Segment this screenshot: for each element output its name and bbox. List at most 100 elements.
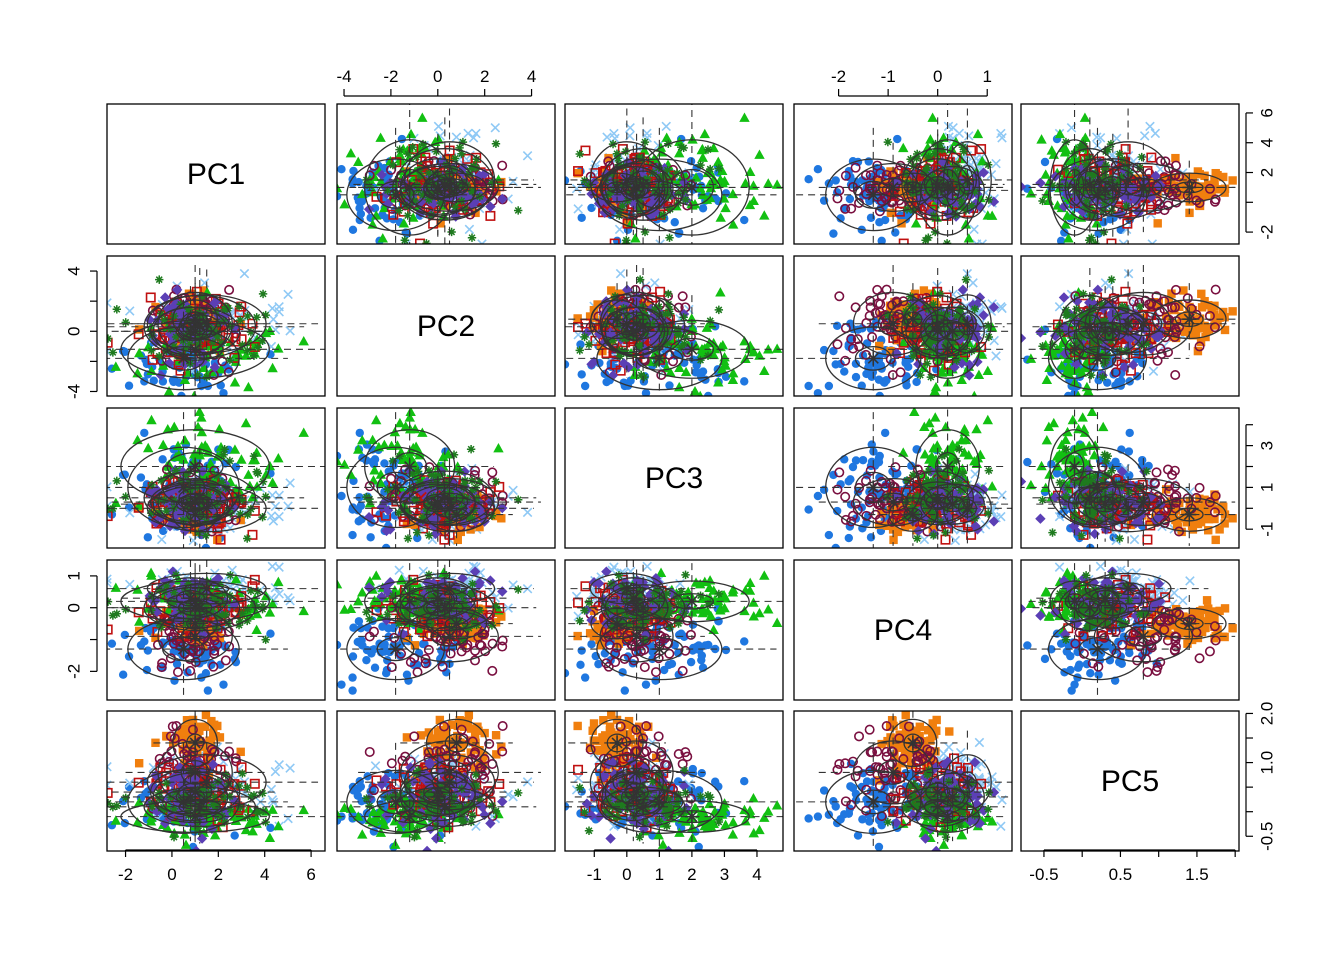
group-center (442, 180, 457, 195)
data-point (744, 199, 756, 210)
data-point (285, 326, 295, 336)
data-point (376, 169, 387, 180)
data-point (614, 160, 624, 169)
data-point (952, 355, 961, 365)
data-point (836, 359, 845, 369)
data-point (447, 227, 456, 237)
data-point (699, 343, 710, 353)
ellipse (854, 345, 892, 371)
data-point (213, 332, 222, 342)
ellipse (1067, 165, 1143, 215)
data-point (604, 153, 613, 163)
data-point (635, 340, 644, 350)
data-point (1115, 346, 1124, 355)
data-point (1091, 132, 1102, 142)
data-point (898, 337, 909, 348)
data-point (813, 388, 823, 396)
group-center (1098, 183, 1113, 198)
data-point (220, 309, 231, 321)
data-point (665, 381, 674, 390)
data-point (460, 205, 470, 214)
data-point (249, 351, 259, 360)
data-point (831, 176, 840, 185)
data-point (646, 209, 658, 220)
data-point (1177, 312, 1186, 321)
data-point (924, 186, 933, 195)
data-point (1106, 139, 1116, 149)
data-point (1041, 374, 1053, 384)
data-point (1211, 314, 1220, 323)
data-point (906, 178, 915, 188)
data-point (1135, 302, 1145, 311)
data-point (834, 291, 845, 302)
data-point (935, 139, 945, 148)
data-point (1169, 302, 1180, 313)
data-point (955, 175, 967, 187)
data-point (626, 308, 637, 320)
data-point (339, 198, 350, 209)
data-point (1113, 177, 1122, 187)
data-point (494, 181, 505, 192)
data-point (212, 307, 221, 316)
data-point (1200, 321, 1209, 331)
data-point (398, 218, 410, 228)
group-center (960, 172, 975, 187)
data-point (943, 310, 952, 319)
data-point (937, 145, 947, 154)
data-point (941, 340, 950, 349)
data-point (1063, 233, 1074, 243)
data-point (1081, 321, 1091, 330)
data-point (459, 181, 468, 191)
data-point (851, 359, 861, 368)
data-point (674, 189, 683, 198)
data-point (471, 128, 481, 139)
data-point (1127, 359, 1139, 371)
data-point (348, 225, 358, 235)
data-point (155, 275, 164, 284)
data-point (258, 336, 267, 345)
data-point (243, 346, 252, 355)
data-point (906, 292, 915, 301)
panel-content (107, 408, 325, 548)
data-point (1095, 336, 1104, 346)
data-point (1135, 314, 1146, 325)
data-point (875, 218, 884, 227)
data-point (771, 343, 783, 353)
data-point (875, 391, 884, 396)
data-point (598, 167, 607, 176)
data-point (575, 346, 584, 355)
data-point (915, 209, 926, 220)
data-point (848, 343, 859, 354)
data-point (337, 164, 346, 174)
data-point (1072, 304, 1081, 314)
data-point (584, 181, 594, 190)
data-point (659, 210, 668, 220)
data-point (929, 332, 938, 342)
panel-frame (793, 103, 1013, 245)
data-point (740, 177, 751, 188)
ellipse (635, 345, 684, 371)
data-point (1076, 343, 1085, 352)
data-point (973, 369, 985, 380)
data-point (861, 170, 872, 181)
data-point (181, 344, 190, 353)
data-point (1164, 182, 1174, 191)
data-point (261, 310, 270, 320)
data-point (1119, 362, 1130, 373)
data-point (208, 338, 218, 347)
data-point (1177, 182, 1186, 191)
data-point (1211, 168, 1220, 178)
data-point (274, 307, 284, 317)
data-point (858, 351, 868, 360)
data-point (234, 302, 244, 311)
data-point (580, 176, 589, 185)
data-point (654, 302, 663, 311)
data-point (763, 178, 774, 188)
data-point (395, 145, 404, 154)
panel-frame (1020, 103, 1240, 245)
data-point (632, 359, 643, 371)
data-point (217, 356, 228, 367)
data-point (160, 315, 169, 325)
data-point (927, 112, 938, 122)
